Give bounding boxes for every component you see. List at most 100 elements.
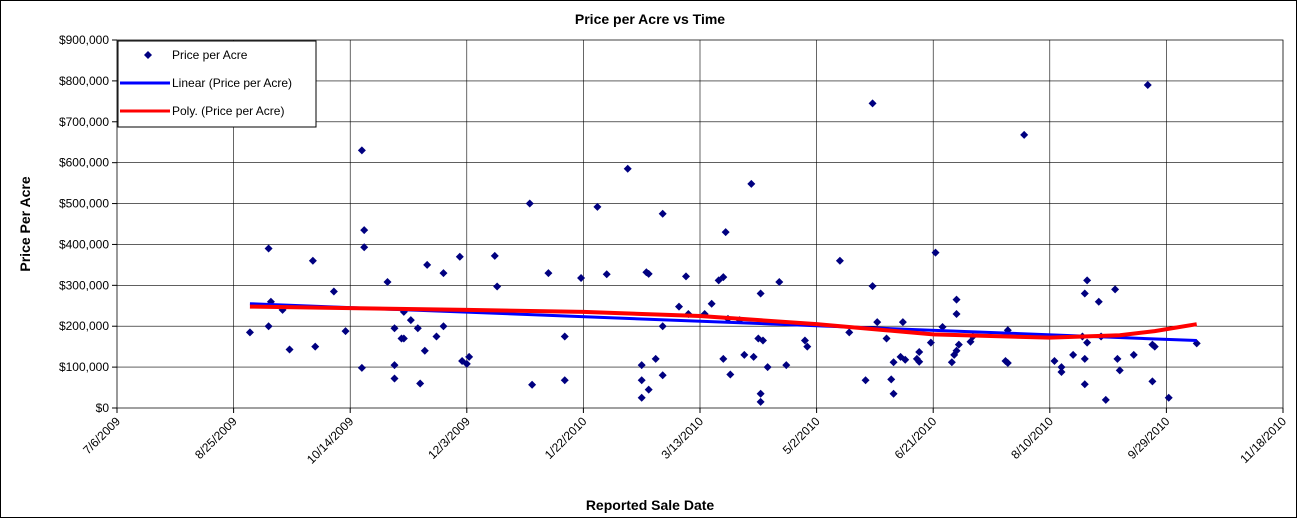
point: [602, 270, 611, 279]
point: [889, 358, 898, 367]
point: [455, 252, 464, 261]
point: [420, 346, 429, 355]
point: [416, 379, 425, 388]
point: [931, 248, 940, 257]
point: [835, 256, 844, 265]
point: [560, 332, 569, 341]
point: [637, 376, 646, 385]
point: [245, 328, 254, 337]
point: [1083, 338, 1092, 347]
point: [749, 352, 758, 361]
legend-label: Price per Acre: [172, 48, 248, 62]
point: [423, 260, 432, 269]
point: [954, 340, 963, 349]
y-tick-label: $900,000: [59, 33, 109, 47]
point: [1080, 289, 1089, 298]
point: [952, 295, 961, 304]
point: [1069, 350, 1078, 359]
point: [938, 323, 947, 332]
point: [952, 346, 961, 355]
point: [637, 393, 646, 402]
point: [493, 282, 502, 291]
point: [1080, 380, 1089, 389]
point: [658, 209, 667, 218]
point: [644, 385, 653, 394]
point: [264, 244, 273, 253]
point: [756, 289, 765, 298]
point: [889, 389, 898, 398]
point: [707, 299, 716, 308]
point: [390, 374, 399, 383]
point: [915, 357, 924, 366]
point: [898, 318, 907, 327]
point: [1129, 350, 1138, 359]
chart-title: Price per Acre vs Time: [575, 11, 725, 27]
point: [1003, 359, 1012, 368]
point: [947, 358, 956, 367]
point: [1057, 363, 1066, 372]
point: [868, 282, 877, 291]
point: [357, 146, 366, 155]
point: [845, 328, 854, 337]
point: [952, 309, 961, 318]
point: [721, 228, 730, 237]
point: [658, 371, 667, 380]
x-axis-title: Reported Sale Date: [586, 497, 715, 513]
point: [1150, 342, 1159, 351]
point: [390, 324, 399, 333]
point: [413, 324, 422, 333]
point: [782, 361, 791, 370]
point: [658, 322, 667, 331]
point: [439, 269, 448, 278]
point: [1094, 297, 1103, 306]
point: [528, 380, 537, 389]
y-tick-label: $800,000: [59, 74, 109, 88]
point: [360, 243, 369, 252]
point: [1083, 276, 1092, 285]
point: [926, 338, 935, 347]
point: [308, 256, 317, 265]
point: [264, 322, 273, 331]
point: [399, 334, 408, 343]
point: [465, 352, 474, 361]
point: [1020, 130, 1029, 139]
point: [525, 199, 534, 208]
point: [800, 336, 809, 345]
point: [1101, 395, 1110, 404]
point: [311, 342, 320, 351]
y-tick-label: $0: [96, 401, 110, 415]
point: [756, 397, 765, 406]
point: [285, 345, 294, 354]
point: [490, 251, 499, 260]
y-tick-label: $700,000: [59, 115, 109, 129]
point: [462, 359, 471, 368]
point: [719, 354, 728, 363]
point: [901, 355, 910, 364]
point: [383, 278, 392, 287]
point: [1057, 368, 1066, 377]
point: [763, 363, 772, 372]
legend-label: Linear (Price per Acre): [172, 76, 292, 90]
point: [390, 361, 399, 370]
point: [719, 273, 728, 282]
y-tick-label: $100,000: [59, 360, 109, 374]
point: [1111, 285, 1120, 294]
point: [740, 350, 749, 359]
point: [341, 327, 350, 336]
point: [357, 363, 366, 372]
point: [1143, 80, 1152, 89]
y-tick-label: $600,000: [59, 156, 109, 170]
legend-label: Poly. (Price per Acre): [172, 104, 284, 118]
y-tick-label: $400,000: [59, 237, 109, 251]
point: [1115, 366, 1124, 375]
point: [1113, 354, 1122, 363]
point: [775, 278, 784, 287]
point: [577, 273, 586, 282]
point: [1050, 356, 1059, 365]
point: [1080, 354, 1089, 363]
point: [747, 179, 756, 188]
legend-marker: [144, 51, 152, 59]
point: [682, 272, 691, 281]
point: [861, 376, 870, 385]
point: [758, 336, 767, 345]
